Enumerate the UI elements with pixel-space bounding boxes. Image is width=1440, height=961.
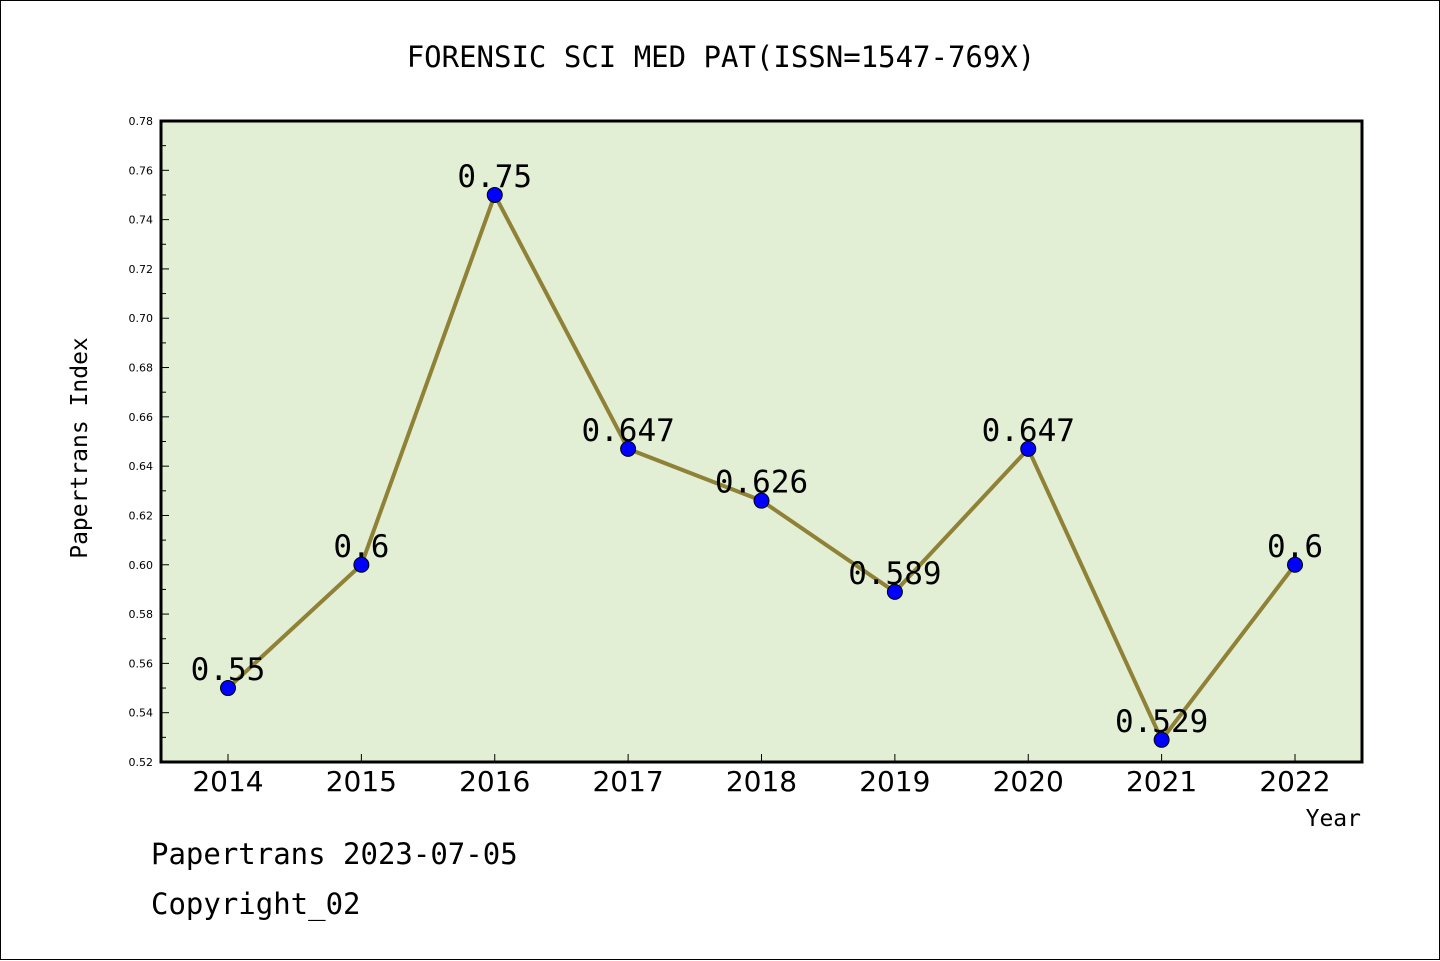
y-axis: 0.52 0.54 0.56 0.58 0.60 0.62 0.64 0.66 0.68 0.70… [129, 115, 169, 769]
y-tick-label: 0.78 [129, 115, 154, 128]
series-layer: 0.55 0.6 0.75 0.647 0.626 0.589 0.647 0.529 0.6 [191, 159, 1323, 748]
plot-area [159, 119, 1364, 764]
x-axis-label: Year [1306, 806, 1361, 832]
y-tick-label: 0.74 [129, 214, 154, 227]
y-tick-label: 0.54 [129, 707, 154, 720]
x-tick-label: 2015 [326, 765, 397, 798]
data-point [886, 583, 903, 600]
data-point [620, 440, 637, 457]
data-label: 0.647 [982, 413, 1075, 449]
data-label: 0.647 [581, 413, 674, 449]
y-tick-label: 0.72 [129, 263, 154, 276]
x-tick-label: 2022 [1259, 765, 1330, 798]
copyright-note: Copyright_02 [151, 887, 361, 921]
y-tick-label: 0.64 [129, 460, 154, 473]
data-label: 0.589 [848, 556, 941, 592]
data-label: 0.626 [715, 465, 808, 501]
x-tick-label: 2016 [459, 765, 530, 798]
y-tick-label: 0.58 [129, 608, 154, 621]
y-tick-label: 0.68 [129, 362, 154, 375]
chart-title: FORENSIC SCI MED PAT(ISSN=1547-769X) [407, 40, 1036, 74]
x-tick-label: 2018 [726, 765, 797, 798]
data-label: 0.6 [1267, 529, 1323, 565]
data-point [486, 186, 503, 203]
data-point [220, 680, 236, 697]
y-tick-label: 0.56 [129, 657, 154, 670]
data-label: 0.75 [457, 159, 532, 195]
x-tick-label: 2014 [192, 765, 263, 798]
x-tick-label: 2020 [993, 765, 1064, 798]
x-axis: 2014 2015 2016 2017 2018 2019 2020 2021 2022 [192, 754, 1331, 798]
data-label: 0.55 [191, 652, 266, 688]
y-tick-label: 0.66 [129, 411, 154, 424]
y-tick-label: 0.52 [129, 756, 154, 769]
x-tick-label: 2019 [859, 765, 930, 798]
y-tick-label: 0.60 [129, 559, 154, 572]
data-point [353, 556, 370, 573]
data-point [1153, 731, 1170, 748]
y-tick-label: 0.76 [129, 164, 154, 177]
y-tick-label: 0.70 [129, 312, 154, 325]
data-point [1287, 556, 1303, 573]
y-tick-label: 0.62 [129, 509, 154, 522]
data-label: 0.6 [333, 529, 389, 565]
y-axis-label: Papertrans Index [67, 337, 93, 559]
source-note: Papertrans 2023-07-05 [151, 837, 518, 871]
x-tick-label: 2021 [1126, 765, 1197, 798]
data-point [753, 492, 770, 509]
data-label: 0.529 [1115, 704, 1208, 740]
data-point [1020, 440, 1037, 457]
x-tick-label: 2017 [592, 765, 663, 798]
